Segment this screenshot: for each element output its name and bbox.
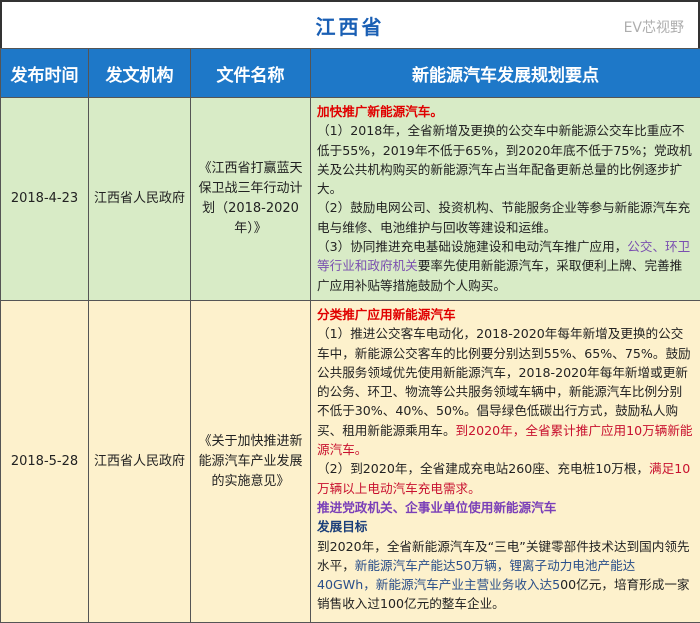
point-text: （2）到2020年，全省建成充电站260座、充电桩10万根，满足10万辆以上电动…	[317, 459, 694, 498]
policy-table: 发布时间 发文机构 文件名称 新能源汽车发展规划要点 2018-4-23 江西省…	[0, 48, 700, 623]
point-text: （2）鼓励电网公司、投资机构、节能服务企业等参与新能源汽车充电与维修、电池维护与…	[317, 198, 694, 237]
cell-date: 2018-5-28	[1, 301, 89, 623]
cell-date: 2018-4-23	[1, 98, 89, 301]
header-row: 发布时间 发文机构 文件名称 新能源汽车发展规划要点	[1, 49, 700, 98]
page-title-text: 江西省	[316, 11, 385, 40]
section-heading: 分类推广应用新能源汽车	[317, 305, 694, 324]
cell-org: 江西省人民政府	[89, 98, 191, 301]
table-row: 2018-5-28 江西省人民政府 《关于加快推进新能源汽车产业发展的实施意见》…	[1, 301, 700, 623]
cell-points: 加快推广新能源汽车。 （1）2018年，全省新增及更换的公交车中新能源公交车比重…	[311, 98, 700, 301]
text-span: （3）协同推进充电基础设施建设和电动汽车推广应用，	[317, 239, 627, 254]
point-text: （1）推进公交客车电动化，2018-2020年每年新增及更换的公交车中，新能源公…	[317, 324, 694, 459]
page-title: 江西省 EV芯视野	[0, 0, 700, 48]
header-doc: 文件名称	[191, 49, 311, 98]
table-row: 2018-4-23 江西省人民政府 《江西省打赢蓝天保卫战三年行动计划（2018…	[1, 98, 700, 301]
cell-doc: 《关于加快推进新能源汽车产业发展的实施意见》	[191, 301, 311, 623]
cell-org: 江西省人民政府	[89, 301, 191, 623]
point-text: （1）2018年，全省新增及更换的公交车中新能源公交车比重应不低于55%，201…	[317, 121, 694, 198]
cell-points: 分类推广应用新能源汽车 （1）推进公交客车电动化，2018-2020年每年新增及…	[311, 301, 700, 623]
header-date: 发布时间	[1, 49, 89, 98]
watermark: EV芯视野	[624, 17, 684, 37]
header-points: 新能源汽车发展规划要点	[311, 49, 700, 98]
point-text: （3）协同推进充电基础设施建设和电动汽车推广应用，公交、环卫等行业和政府机关要率…	[317, 237, 694, 295]
section-heading: 加快推广新能源汽车。	[317, 102, 694, 121]
text-span: （1）推进公交客车电动化，2018-2020年每年新增及更换的公交车中，新能源公…	[317, 326, 691, 437]
section-heading: 推进党政机关、企事业单位使用新能源汽车	[317, 498, 694, 517]
header-org: 发文机构	[89, 49, 191, 98]
point-text: 到2020年，全省新能源汽车及“三电”关键零部件技术达到国内领先水平，新能源汽车…	[317, 537, 694, 614]
section-heading: 发展目标	[317, 517, 694, 536]
text-span: （2）到2020年，全省建成充电站260座、充电桩10万根，	[317, 461, 649, 476]
cell-doc: 《江西省打赢蓝天保卫战三年行动计划（2018-2020年）》	[191, 98, 311, 301]
